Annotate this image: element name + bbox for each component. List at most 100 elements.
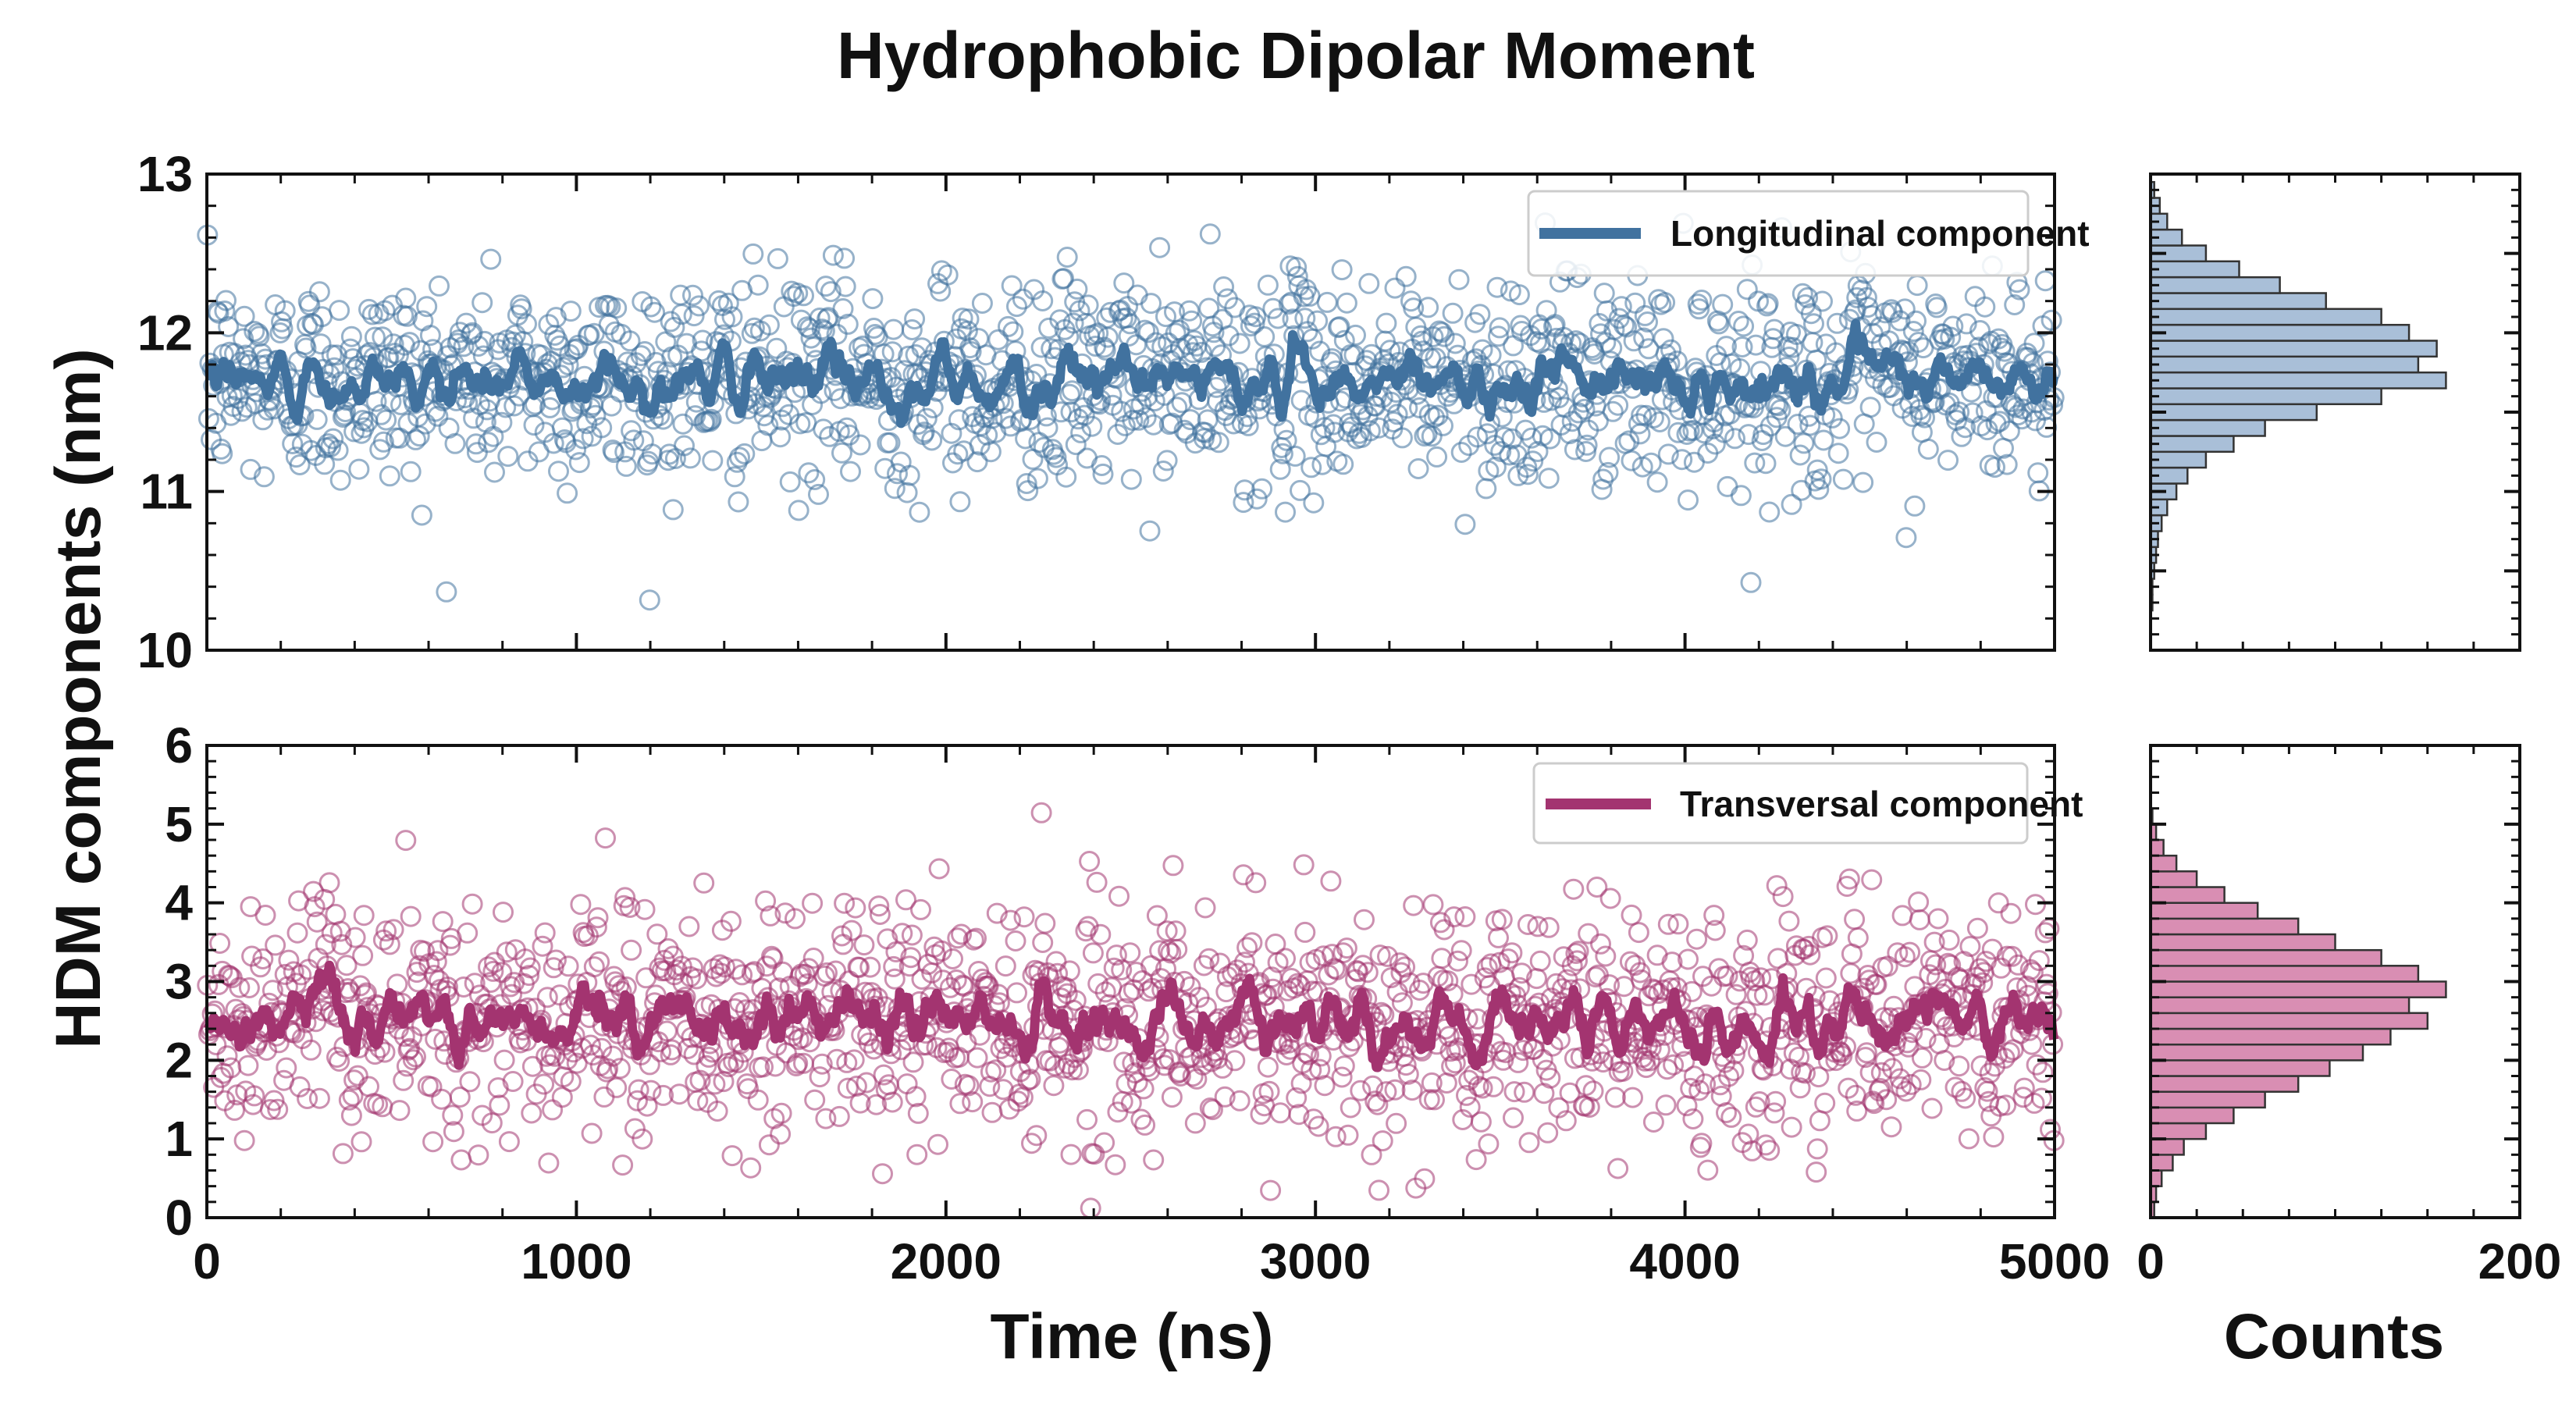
data-point <box>2021 1033 2043 1055</box>
data-point <box>560 301 582 322</box>
data-point <box>907 1102 929 1124</box>
data-point <box>1309 340 1331 362</box>
data-point <box>1902 321 1924 342</box>
y-tick-label: 13 <box>137 146 193 202</box>
histogram-bar <box>2149 323 2411 342</box>
data-point <box>1578 923 1599 944</box>
y-tick-label: 3 <box>165 954 193 1010</box>
data-point <box>1331 259 1353 281</box>
data-point <box>1113 1051 1135 1073</box>
histogram-bar <box>2149 996 2411 1015</box>
data-point <box>1624 292 1646 314</box>
data-point <box>1333 329 1355 351</box>
data-point <box>1846 1100 1868 1122</box>
data-point <box>682 284 703 306</box>
data-point <box>869 904 891 925</box>
data-point <box>1827 312 1848 334</box>
data-point <box>1586 877 1608 898</box>
data-point <box>1937 952 1959 974</box>
data-point <box>533 1073 555 1095</box>
data-point <box>881 1091 903 1113</box>
data-point <box>760 905 781 927</box>
data-point <box>380 391 402 412</box>
data-point <box>358 298 379 320</box>
data-point <box>1829 418 1851 439</box>
data-point <box>1686 928 1708 950</box>
data-point <box>500 976 521 998</box>
data-point <box>1105 1154 1126 1176</box>
data-point <box>587 907 609 929</box>
data-point <box>1766 875 1788 897</box>
data-point <box>1442 302 1464 324</box>
data-point <box>734 443 756 464</box>
data-point <box>1628 922 1649 944</box>
data-point <box>1759 501 1781 523</box>
data-point <box>693 872 715 894</box>
data-point <box>1587 410 1609 432</box>
data-point <box>804 1089 826 1111</box>
data-point <box>2022 962 2044 984</box>
data-point <box>896 482 918 503</box>
data-point <box>1411 330 1433 352</box>
data-point <box>1637 311 1658 333</box>
data-point <box>1742 1140 1763 1161</box>
data-point <box>329 469 351 491</box>
data-point <box>1336 937 1357 959</box>
data-point <box>873 1064 895 1086</box>
data-point <box>2041 309 2062 331</box>
data-point <box>1276 429 1297 451</box>
data-point <box>1234 479 1255 501</box>
data-point <box>1527 916 1549 937</box>
data-point <box>1889 310 1911 332</box>
data-point <box>375 409 397 431</box>
y-tick-label: 5 <box>165 796 193 852</box>
data-point <box>841 919 863 941</box>
transversal-legend-label: Transversal component <box>1680 784 2083 824</box>
data-point <box>1803 313 1824 335</box>
data-point <box>1337 1124 1359 1146</box>
data-point <box>523 414 545 436</box>
data-point <box>489 1094 511 1116</box>
data-point <box>1043 443 1065 465</box>
data-point <box>395 830 417 852</box>
data-point <box>1925 954 1947 976</box>
data-point <box>538 1152 560 1174</box>
data-point <box>1599 887 1621 909</box>
data-point <box>1859 1062 1881 1083</box>
data-point <box>459 1071 481 1093</box>
data-point <box>1983 1126 2005 1148</box>
data-point <box>634 898 656 920</box>
data-point <box>1193 955 1215 976</box>
data-point <box>212 443 233 464</box>
data-point <box>1646 471 1668 493</box>
data-point <box>996 1046 1018 1068</box>
data-point <box>306 408 328 430</box>
data-point <box>1149 940 1171 962</box>
data-point <box>1437 970 1459 992</box>
data-point <box>1840 962 1862 984</box>
data-point <box>461 893 483 915</box>
data-point <box>450 1149 472 1171</box>
data-point <box>1486 276 1508 298</box>
histogram-bar <box>2149 1106 2235 1125</box>
data-point <box>1478 1133 1500 1155</box>
data-point <box>668 1083 690 1105</box>
data-point <box>1290 1072 1312 1094</box>
data-point <box>1740 966 1762 988</box>
data-point <box>822 244 844 266</box>
data-point <box>603 442 624 464</box>
data-point <box>263 398 285 420</box>
data-point <box>783 286 805 308</box>
data-point <box>393 1069 415 1091</box>
data-point <box>1441 1055 1463 1077</box>
data-point <box>644 301 666 323</box>
data-point <box>1384 1079 1406 1101</box>
data-point <box>2023 333 2045 354</box>
data-point <box>457 922 479 944</box>
smoothed-series-line <box>204 318 2059 429</box>
data-point <box>662 499 684 521</box>
data-point <box>1832 468 1854 490</box>
histogram-bar <box>2149 276 2281 294</box>
data-point <box>837 1077 859 1099</box>
data-point <box>1508 976 1530 998</box>
